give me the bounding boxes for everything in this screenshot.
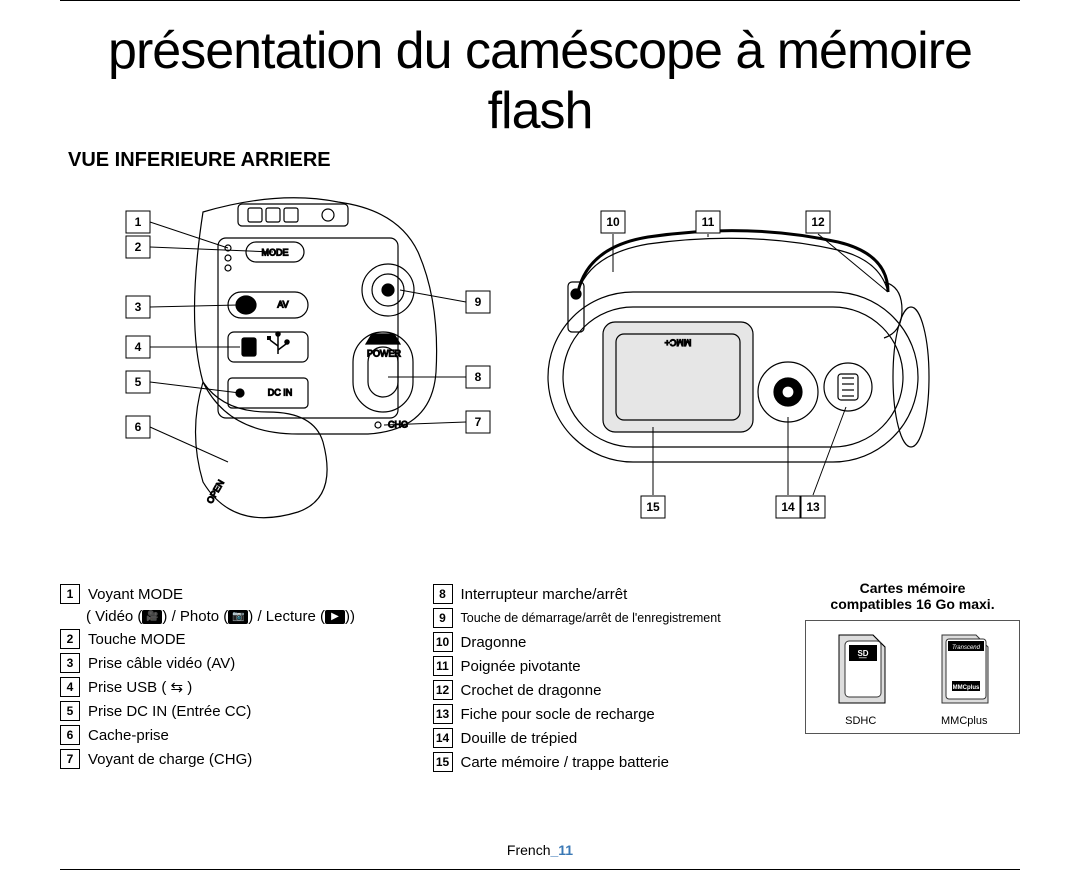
- legend-text: Prise câble vidéo (AV): [88, 655, 235, 672]
- legend-row: 14 Douille de trépied: [433, 728, 782, 748]
- diagram-area: MODE AV DC IN: [68, 182, 1012, 562]
- svg-text:2: 2: [135, 240, 142, 254]
- legend-number: 13: [433, 704, 453, 724]
- svg-text:6: 6: [135, 420, 142, 434]
- card-name: SDHC: [831, 715, 891, 727]
- memory-cards-box: Cartes mémoire compatibles 16 Go maxi. S…: [805, 580, 1020, 776]
- legend-row: 2 Touche MODE: [60, 629, 409, 649]
- cards-header: Cartes mémoire compatibles 16 Go maxi.: [805, 580, 1020, 612]
- camera-rear-illustration: MODE AV DC IN: [195, 198, 437, 518]
- legend-number: 1: [60, 584, 80, 604]
- svg-text:7: 7: [475, 415, 482, 429]
- legend-row: 13 Fiche pour socle de recharge: [433, 704, 782, 724]
- legend-text: Prise DC IN (Entrée CC): [88, 703, 251, 720]
- legend-subrow: ( Vidéo (🎥) / Photo (📷) / Lecture (▶)): [60, 608, 409, 625]
- legend-number: 8: [433, 584, 453, 604]
- svg-text:1: 1: [135, 215, 142, 229]
- legend-number: 15: [433, 752, 453, 772]
- legend-text: Poignée pivotante: [461, 658, 581, 675]
- legend: 1 Voyant MODE ( Vidéo (🎥) / Photo (📷) / Le…: [60, 580, 1020, 776]
- legend-number: 9: [433, 608, 453, 628]
- section-subtitle: VUE INFERIEURE ARRIERE: [68, 149, 1012, 172]
- dcin-label: DC IN: [268, 387, 293, 397]
- card-sdhc: S͟D SDHC: [831, 633, 891, 727]
- svg-text:5: 5: [135, 375, 142, 389]
- svg-text:S͟D: S͟D: [857, 649, 868, 658]
- legend-text: Interrupteur marche/arrêt: [461, 586, 628, 603]
- camera-bottom-illustration: MMC+: [548, 231, 929, 462]
- legend-text: Fiche pour socle de recharge: [461, 706, 655, 723]
- svg-text:12: 12: [811, 215, 825, 229]
- svg-text:3: 3: [135, 300, 142, 314]
- page-footer: French_11: [0, 842, 1080, 858]
- svg-text:13: 13: [806, 500, 820, 514]
- page-title: présentation du caméscope à mémoire flas…: [60, 21, 1020, 141]
- legend-row: 4 Prise USB ( ⇆ ): [60, 677, 409, 697]
- svg-text:10: 10: [606, 215, 620, 229]
- av-label: AV: [277, 299, 288, 309]
- card-mmcplus: Transcend MMCplus MMCplus: [934, 633, 994, 727]
- legend-text: Touche MODE: [88, 631, 186, 648]
- legend-number: 3: [60, 653, 80, 673]
- legend-text: Touche de démarrage/arrêt de l'enregistr…: [461, 611, 721, 625]
- legend-number: 4: [60, 677, 80, 697]
- open-label: OPEN: [205, 478, 226, 505]
- svg-text:11: 11: [702, 215, 715, 229]
- diagram-svg: MODE AV DC IN: [68, 182, 1012, 562]
- cards-container: S͟D SDHC Transcend MMCplus MMCplus: [805, 620, 1020, 734]
- legend-row: 5 Prise DC IN (Entrée CC): [60, 701, 409, 721]
- legend-row: 12 Crochet de dragonne: [433, 680, 782, 700]
- legend-number: 6: [60, 725, 80, 745]
- legend-col-1: 1 Voyant MODE ( Vidéo (🎥) / Photo (📷) / Le…: [60, 580, 409, 776]
- svg-text:MMC+: MMC+: [665, 338, 692, 348]
- legend-text: Douille de trépied: [461, 730, 578, 747]
- svg-text:4: 4: [135, 340, 142, 354]
- sdhc-icon: S͟D: [831, 633, 891, 707]
- legend-number: 10: [433, 632, 453, 652]
- legend-row: 1 Voyant MODE: [60, 584, 409, 604]
- legend-text: Crochet de dragonne: [461, 682, 602, 699]
- legend-text: Prise USB ( ⇆ ): [88, 678, 192, 696]
- legend-text: Voyant de charge (CHG): [88, 751, 252, 768]
- legend-number: 2: [60, 629, 80, 649]
- legend-row: 15 Carte mémoire / trappe batterie: [433, 752, 782, 772]
- legend-text: Cache-prise: [88, 727, 169, 744]
- mode-label: MODE: [262, 247, 289, 257]
- legend-number: 14: [433, 728, 453, 748]
- legend-number: 5: [60, 701, 80, 721]
- legend-row: 6 Cache-prise: [60, 725, 409, 745]
- legend-number: 7: [60, 749, 80, 769]
- svg-text:Transcend: Transcend: [952, 645, 981, 651]
- power-label: POWER: [367, 348, 402, 358]
- legend-row: 10 Dragonne: [433, 632, 782, 652]
- legend-text: Carte mémoire / trappe batterie: [461, 754, 669, 771]
- legend-row: 7 Voyant de charge (CHG): [60, 749, 409, 769]
- svg-text:9: 9: [475, 295, 482, 309]
- legend-col-2: 8 Interrupteur marche/arrêt 9 Touche de dém…: [433, 580, 782, 776]
- legend-row: 3 Prise câble vidéo (AV): [60, 653, 409, 673]
- svg-text:MMCplus: MMCplus: [953, 685, 980, 691]
- card-name: MMCplus: [934, 715, 994, 727]
- legend-number: 11: [433, 656, 453, 676]
- svg-text:14: 14: [781, 500, 795, 514]
- legend-text: Dragonne: [461, 634, 527, 651]
- legend-row: 9 Touche de démarrage/arrêt de l'enregist…: [433, 608, 782, 628]
- svg-text:8: 8: [475, 370, 482, 384]
- legend-row: 11 Poignée pivotante: [433, 656, 782, 676]
- legend-row: 8 Interrupteur marche/arrêt: [433, 584, 782, 604]
- mmcplus-icon: Transcend MMCplus: [934, 633, 994, 707]
- svg-text:15: 15: [646, 500, 660, 514]
- legend-number: 12: [433, 680, 453, 700]
- legend-text: Voyant MODE: [88, 586, 183, 603]
